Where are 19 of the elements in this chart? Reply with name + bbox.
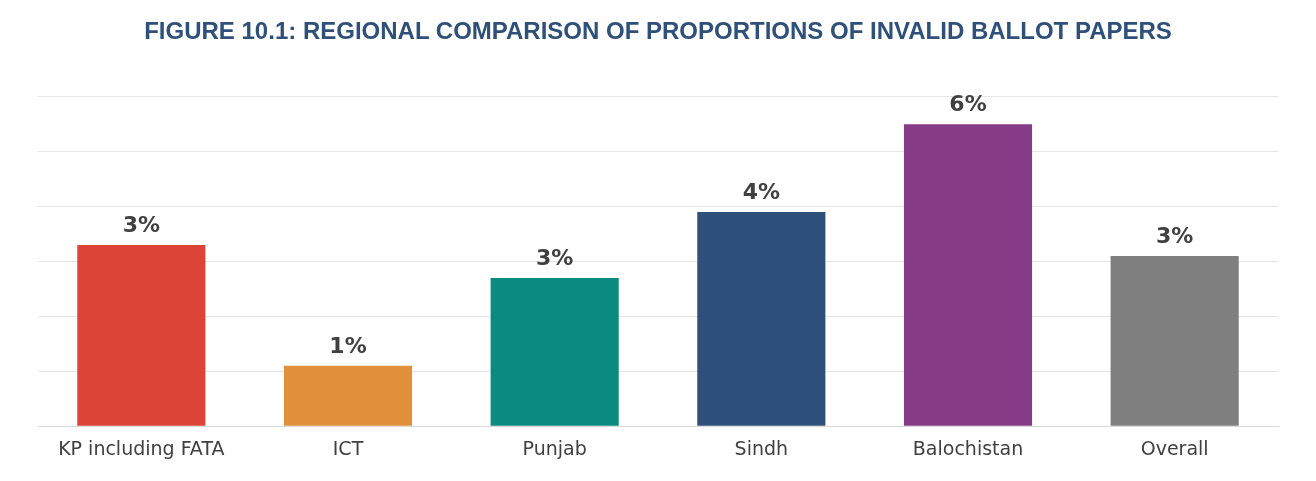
x-tick-label: Punjab: [522, 436, 587, 459]
bar: [283, 365, 413, 426]
bar: [1110, 256, 1239, 426]
bar: [490, 277, 619, 426]
data-label: 3%: [122, 211, 161, 237]
x-tick-label: KP including FATA: [58, 436, 225, 459]
bar: [903, 124, 1033, 426]
data-label: 6%: [949, 90, 987, 116]
chart-title: FIGURE 10.1: REGIONAL COMPARISON OF PROPORTIONS OF INVALID BALLOT PAPERS: [144, 17, 1172, 45]
x-tick-label: Balochistan: [912, 436, 1024, 459]
data-label: 3%: [1155, 222, 1194, 248]
x-tick-label: Overall: [1140, 436, 1209, 459]
x-tick-label: Sindh: [734, 436, 789, 459]
bar: [77, 245, 206, 426]
data-label: 1%: [329, 332, 367, 358]
data-label: 3%: [535, 244, 574, 270]
bar: [697, 212, 826, 426]
data-label: 4%: [742, 178, 781, 204]
x-tick-label: ICT: [332, 436, 364, 459]
